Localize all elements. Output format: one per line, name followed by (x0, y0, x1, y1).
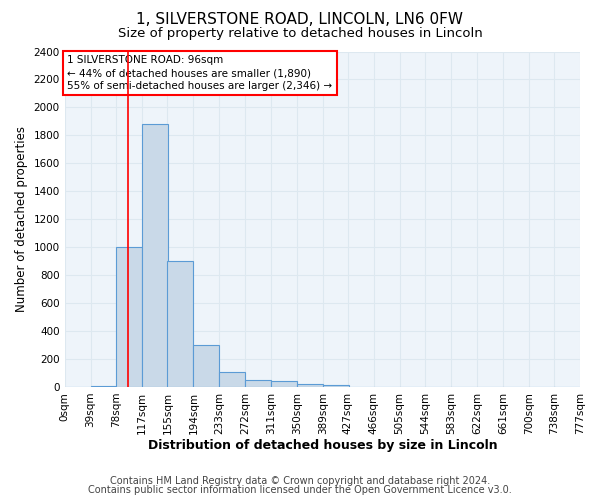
Bar (91, 386, 116, 387)
Text: Size of property relative to detached houses in Lincoln: Size of property relative to detached ho… (118, 28, 482, 40)
Bar (323, 385, 349, 387)
Text: 1, SILVERSTONE ROAD, LINCOLN, LN6 0FW: 1, SILVERSTONE ROAD, LINCOLN, LN6 0FW (137, 12, 464, 28)
Text: Contains public sector information licensed under the Open Government Licence v3: Contains public sector information licen… (88, 485, 512, 495)
Bar (271, 382, 297, 387)
Bar (245, 380, 271, 387)
Bar (116, 247, 142, 387)
Text: Contains HM Land Registry data © Crown copyright and database right 2024.: Contains HM Land Registry data © Crown c… (110, 476, 490, 486)
Bar (167, 261, 193, 387)
X-axis label: Distribution of detached houses by size in Lincoln: Distribution of detached houses by size … (148, 440, 497, 452)
Bar (219, 372, 245, 387)
Bar (297, 384, 323, 387)
Bar (193, 345, 219, 387)
Y-axis label: Number of detached properties: Number of detached properties (15, 126, 28, 312)
Bar (142, 124, 168, 387)
Text: 1 SILVERSTONE ROAD: 96sqm
← 44% of detached houses are smaller (1,890)
55% of se: 1 SILVERSTONE ROAD: 96sqm ← 44% of detac… (67, 55, 332, 92)
